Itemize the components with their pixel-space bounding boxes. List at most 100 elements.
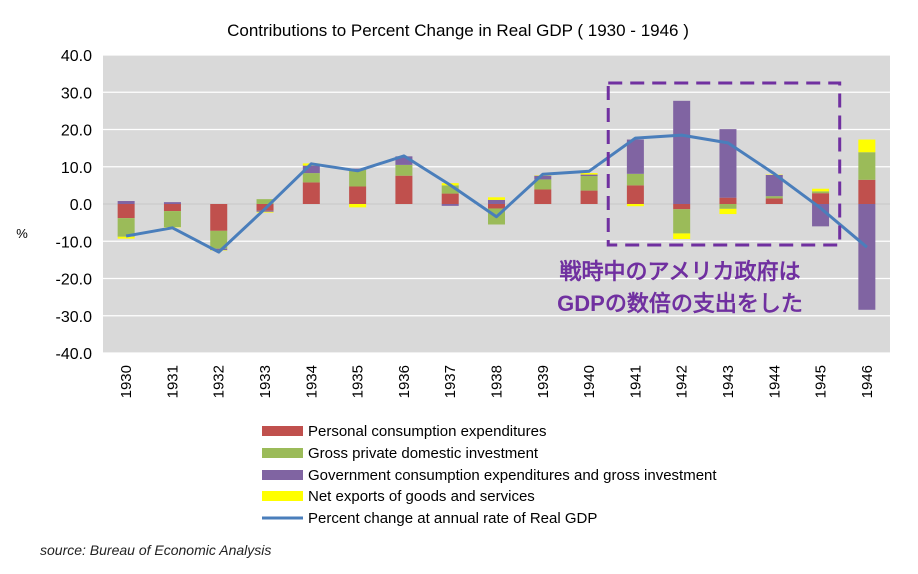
x-tick-label: 1940 (581, 365, 598, 398)
x-tick-label: 1942 (674, 365, 691, 398)
bar-1936-series-1 (395, 164, 413, 176)
bar-1931-series-0 (163, 204, 181, 212)
bar-1946-series-1 (858, 152, 876, 180)
bar-1938-series-0 (488, 204, 505, 209)
bar-1940-series-2 (580, 174, 598, 177)
annotation-text: GDPの数倍の支出をした (557, 291, 803, 316)
y-tick-label: 20.0 (61, 123, 92, 140)
x-tick-label: 1931 (164, 365, 181, 398)
x-tick-label: 1930 (118, 365, 135, 398)
bar-1930-series-3 (117, 236, 135, 239)
x-tick-label: 1945 (813, 365, 830, 398)
x-tick-label: 1937 (442, 365, 459, 398)
bar-1942-series-3 (673, 233, 691, 240)
x-tick-label: 1938 (489, 365, 506, 398)
gdp-line (125, 133, 868, 254)
legend-label: Gross private domestic investment (308, 445, 539, 462)
bar-1935-series-1 (349, 169, 367, 187)
bar-1939-series-1 (534, 179, 552, 190)
bar-1935-series-0 (349, 186, 367, 204)
bar-1936-series-2 (395, 156, 413, 165)
bar-1932-series-2 (210, 248, 228, 251)
y-tick-label: -40.0 (56, 346, 93, 363)
bar-1930-series-2 (117, 201, 135, 204)
x-tick-label: 1946 (859, 365, 876, 398)
bars (117, 100, 876, 310)
bar-1940-series-1 (580, 176, 598, 191)
x-tick-label: 1939 (535, 365, 552, 398)
bar-1940-series-0 (580, 190, 598, 204)
bar-1941-series-3 (626, 204, 644, 207)
x-tick-label: 1935 (350, 365, 367, 398)
bar-1946-series-3 (858, 139, 876, 153)
x-tick-label: 1943 (720, 365, 737, 398)
bar-1943-series-2 (719, 129, 737, 198)
bar-1933-series-3 (256, 211, 274, 213)
bar-1939-series-0 (534, 189, 552, 204)
bar-1931-series-2 (163, 202, 181, 204)
legend-label: Personal consumption expenditures (308, 423, 546, 440)
bar-1943-series-3 (719, 208, 737, 215)
bar-1941-series-1 (626, 173, 644, 186)
x-axis-ticks: 1930 1931 1932 1933 1934 1935 1936 1937 1938 1939… (118, 365, 876, 398)
bar-1946-series-0 (858, 179, 876, 204)
legend-swatch (262, 470, 303, 480)
bar-1945-series-3 (812, 188, 830, 192)
bar-1940-series-3 (580, 173, 598, 175)
source-note: source: Bureau of Economic Analysis (40, 542, 272, 558)
annotation-text: 戦時中のアメリカ政府は (560, 259, 801, 284)
x-tick-label: 1934 (303, 365, 320, 398)
bar-1944-series-0 (765, 198, 783, 204)
bar-1937-series-0 (441, 193, 459, 204)
bar-1943-series-0 (719, 197, 737, 204)
x-tick-label: 1944 (766, 365, 783, 398)
x-tick-label: 1936 (396, 365, 413, 398)
y-tick-label: 30.0 (61, 85, 92, 102)
bar-1933-series-2 (256, 210, 274, 212)
legend-swatch (262, 426, 303, 436)
bar-1943-series-1 (719, 204, 737, 209)
y-tick-label: -10.0 (56, 234, 93, 251)
bar-1945-series-2 (812, 204, 830, 227)
bar-1932-series-1 (210, 230, 228, 249)
bar-1930-series-1 (117, 218, 135, 237)
bar-1944-series-2 (765, 174, 783, 197)
bar-1932-series-0 (210, 204, 228, 231)
legend-label: Net exports of goods and services (308, 488, 535, 505)
bar-1935-series-3 (349, 204, 367, 208)
bar-1938-series-3 (488, 197, 505, 200)
bar-1934-series-1 (302, 173, 320, 183)
y-axis-label: % (16, 226, 28, 241)
bar-1942-series-1 (673, 209, 691, 234)
bar-1934-series-2 (302, 165, 320, 174)
bar-1937-series-1 (441, 185, 459, 194)
bar-1933-series-1 (256, 199, 274, 204)
legend-label: Government consumption expenditures and … (308, 467, 717, 484)
bar-1941-series-2 (626, 139, 644, 174)
bar-1935-series-2 (349, 168, 367, 170)
bar-1942-series-2 (673, 100, 691, 204)
bar-1936-series-0 (395, 175, 413, 204)
bar-1942-series-0 (673, 204, 691, 210)
bar-1939-series-2 (534, 175, 552, 180)
bar-1945-series-1 (812, 191, 830, 194)
annotation: 戦時中のアメリカ政府は GDPの数倍の支出をした (557, 81, 842, 316)
y-tick-label: -30.0 (56, 309, 93, 326)
y-axis-ticks: 40.0 30.0 20.0 10.0 0.0 -10.0 -20.0 -30.0 -40.0 (56, 48, 93, 363)
y-tick-label: 10.0 (61, 160, 92, 177)
chart-title: Contributions to Percent Change in Real … (227, 21, 689, 40)
x-tick-label: 1932 (211, 365, 228, 398)
bar-1938-series-2 (488, 199, 505, 204)
legend-swatch (262, 491, 303, 501)
bar-1930-series-0 (117, 204, 135, 219)
y-tick-label: 0.0 (70, 197, 92, 214)
x-tick-label: 1941 (627, 365, 644, 398)
y-tick-label: -20.0 (56, 272, 93, 289)
x-tick-label: 1933 (257, 365, 274, 398)
y-tick-label: 40.0 (61, 48, 92, 65)
bar-1945-series-0 (812, 193, 830, 204)
bar-1941-series-0 (626, 185, 644, 204)
bar-1944-series-1 (765, 196, 783, 199)
bar-1934-series-0 (302, 182, 320, 204)
